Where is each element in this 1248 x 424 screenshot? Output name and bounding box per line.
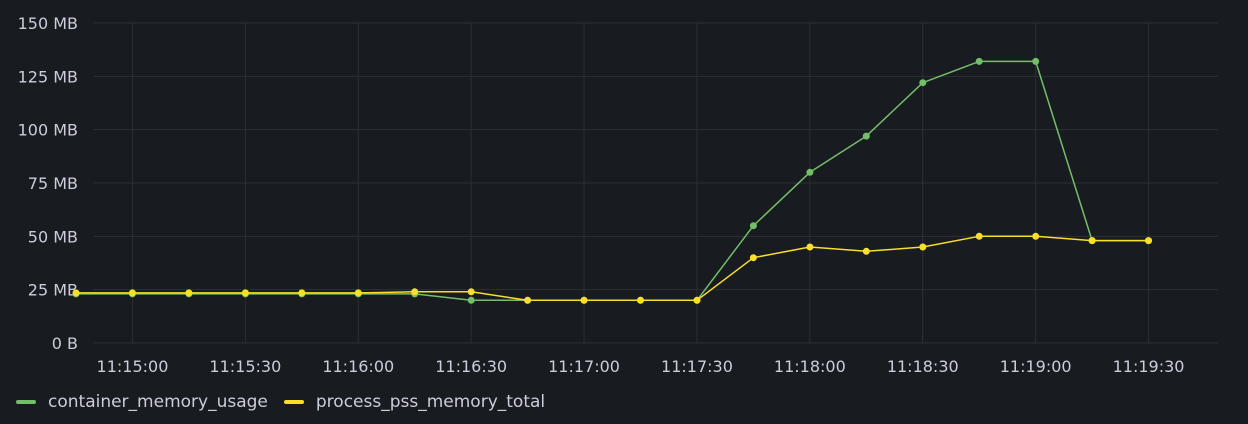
data-point[interactable]	[298, 289, 306, 297]
series-line	[76, 235, 1149, 302]
x-tick-label: 11:15:00	[97, 357, 169, 376]
x-tick-label: 11:17:30	[661, 357, 733, 376]
legend-item-process-pss-memory-total[interactable]: process_pss_memory_total	[283, 392, 546, 412]
y-tick-label: 50 MB	[28, 227, 78, 246]
legend-swatch-green	[16, 400, 36, 404]
x-tick-label: 11:17:00	[548, 357, 620, 376]
data-point[interactable]	[467, 296, 475, 304]
series-process-pss-memory-total	[72, 232, 1152, 304]
data-point[interactable]	[862, 132, 870, 140]
data-point[interactable]	[919, 243, 927, 251]
legend-label: process_pss_memory_total	[315, 392, 546, 412]
data-point[interactable]	[975, 57, 983, 65]
x-tick-label: 11:19:30	[1113, 357, 1185, 376]
data-point[interactable]	[862, 247, 870, 255]
x-axis: 11:15:00 11:15:30 11:16:00 11:16:30 11:17:00…	[97, 357, 1185, 376]
data-point[interactable]	[749, 222, 757, 230]
x-tick-label: 11:18:30	[887, 357, 959, 376]
data-point[interactable]	[467, 288, 475, 296]
y-tick-label: 25 MB	[28, 281, 78, 300]
data-point[interactable]	[241, 289, 249, 297]
data-point[interactable]	[1032, 232, 1040, 240]
data-point[interactable]	[354, 289, 362, 297]
line-chart: 0 B 25 MB 50 MB 75 MB 100 MB 125 MB 150 MB 11:…	[18, 14, 1218, 376]
x-tick-label: 11:18:00	[774, 357, 846, 376]
data-point[interactable]	[975, 232, 983, 240]
series-line	[76, 60, 1149, 302]
data-point[interactable]	[580, 296, 588, 304]
grid	[93, 22, 1218, 344]
y-tick-label: 0 B	[52, 334, 78, 353]
data-point[interactable]	[524, 296, 532, 304]
y-tick-label: 75 MB	[28, 174, 78, 193]
x-tick-label: 11:16:30	[435, 357, 507, 376]
legend-swatch-yellow	[283, 400, 304, 404]
x-tick-label: 11:15:30	[209, 357, 281, 376]
data-point[interactable]	[1032, 57, 1040, 65]
data-point[interactable]	[1088, 237, 1096, 245]
data-point[interactable]	[411, 288, 419, 296]
y-tick-label: 125 MB	[18, 67, 78, 86]
legend-item-container-memory-usage[interactable]: container_memory_usage	[16, 392, 268, 412]
x-tick-label: 11:16:00	[322, 357, 394, 376]
data-point[interactable]	[806, 243, 814, 251]
x-tick-label: 11:19:00	[1000, 357, 1072, 376]
data-point[interactable]	[637, 296, 644, 304]
data-point[interactable]	[185, 289, 193, 297]
series-layer	[72, 57, 1152, 304]
data-point[interactable]	[749, 254, 757, 262]
y-tick-label: 150 MB	[18, 14, 78, 33]
data-point[interactable]	[806, 168, 814, 176]
data-point[interactable]	[72, 289, 80, 297]
data-point[interactable]	[128, 289, 136, 297]
data-point[interactable]	[919, 79, 927, 87]
series-container-memory-usage	[72, 57, 1152, 304]
data-point[interactable]	[1145, 237, 1152, 245]
y-axis: 0 B 25 MB 50 MB 75 MB 100 MB 125 MB 150 MB	[18, 14, 78, 353]
legend-label: container_memory_usage	[48, 392, 268, 412]
y-tick-label: 100 MB	[18, 121, 78, 140]
data-point[interactable]	[693, 296, 701, 304]
legend: container_memory_usage process_pss_memor…	[16, 390, 545, 414]
